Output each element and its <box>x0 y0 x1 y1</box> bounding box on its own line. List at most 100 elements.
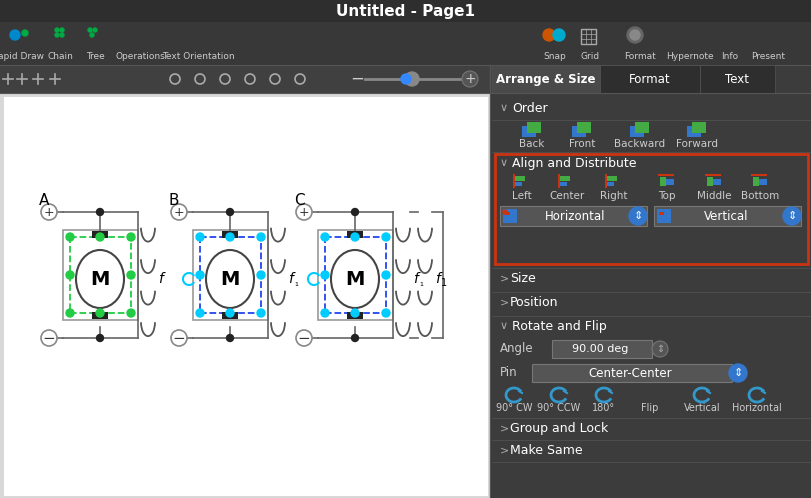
Text: M: M <box>221 269 240 288</box>
Circle shape <box>97 335 104 342</box>
Circle shape <box>382 271 390 279</box>
Text: >: > <box>500 273 509 283</box>
Text: Pin: Pin <box>500 366 517 378</box>
Bar <box>532 364 732 382</box>
Bar <box>751 174 767 176</box>
Text: ⇕: ⇕ <box>787 211 796 221</box>
Text: C: C <box>294 193 304 208</box>
Circle shape <box>55 28 59 32</box>
Bar <box>654 206 801 226</box>
Circle shape <box>96 309 104 317</box>
Circle shape <box>630 30 640 40</box>
Text: Back: Back <box>519 139 545 149</box>
Text: Chain: Chain <box>47 51 73 60</box>
Text: −: − <box>43 331 55 346</box>
Text: −: − <box>350 70 364 88</box>
Circle shape <box>196 233 204 241</box>
Bar <box>527 122 541 133</box>
Bar <box>92 312 108 319</box>
Text: f: f <box>435 272 440 286</box>
Text: Untitled - Page1: Untitled - Page1 <box>336 3 474 18</box>
Text: 90° CW: 90° CW <box>496 403 532 413</box>
Circle shape <box>171 330 187 346</box>
Text: Rotate and Flip: Rotate and Flip <box>512 320 607 333</box>
Text: B: B <box>169 193 179 208</box>
Text: ∨: ∨ <box>500 103 508 113</box>
Ellipse shape <box>331 250 379 308</box>
Text: ∨: ∨ <box>500 158 508 168</box>
Bar <box>707 177 713 186</box>
Bar <box>63 230 138 320</box>
Text: Arrange & Size: Arrange & Size <box>496 73 596 86</box>
Text: A: A <box>39 193 49 208</box>
Bar <box>0 22 811 65</box>
Text: 180°: 180° <box>593 403 616 413</box>
Circle shape <box>783 207 801 225</box>
Text: Format: Format <box>629 73 671 86</box>
Text: Forward: Forward <box>676 139 718 149</box>
Bar <box>505 212 510 215</box>
Text: ⇕: ⇕ <box>733 368 743 378</box>
Circle shape <box>296 330 312 346</box>
Text: >: > <box>500 445 509 455</box>
Circle shape <box>321 233 329 241</box>
Text: Vertical: Vertical <box>684 403 720 413</box>
Text: Bottom: Bottom <box>741 191 779 201</box>
Text: Info: Info <box>722 51 739 60</box>
Bar <box>558 174 560 188</box>
Text: Top: Top <box>659 191 676 201</box>
Bar <box>759 179 767 185</box>
Circle shape <box>66 309 74 317</box>
Bar <box>607 176 617 181</box>
Text: Center-Center: Center-Center <box>588 367 672 379</box>
Text: Group and Lock: Group and Lock <box>510 421 608 434</box>
Bar <box>630 126 644 137</box>
Bar <box>600 65 700 93</box>
Text: M: M <box>345 269 365 288</box>
Bar <box>560 182 567 186</box>
Circle shape <box>22 30 28 36</box>
Text: 1: 1 <box>441 278 447 288</box>
Circle shape <box>257 309 265 317</box>
Circle shape <box>41 204 57 220</box>
Circle shape <box>351 209 358 216</box>
Bar <box>657 209 671 223</box>
Text: ⇕: ⇕ <box>656 344 664 354</box>
Circle shape <box>60 33 64 37</box>
Circle shape <box>226 233 234 241</box>
Circle shape <box>127 233 135 241</box>
Text: Front: Front <box>569 139 595 149</box>
Circle shape <box>503 210 507 214</box>
Text: Grid: Grid <box>581 51 599 60</box>
Ellipse shape <box>206 250 254 308</box>
Bar <box>687 126 701 137</box>
Circle shape <box>96 233 104 241</box>
Circle shape <box>90 33 94 37</box>
Text: Hypernote: Hypernote <box>666 51 714 60</box>
Bar <box>347 312 363 319</box>
Text: Size: Size <box>510 271 536 284</box>
Bar <box>0 65 811 93</box>
Circle shape <box>93 28 97 32</box>
Bar <box>560 176 570 181</box>
Bar <box>0 93 490 498</box>
Circle shape <box>627 27 643 43</box>
Circle shape <box>60 28 64 32</box>
Bar <box>581 29 596 44</box>
Bar <box>700 65 775 93</box>
Circle shape <box>10 30 20 40</box>
Bar <box>4 97 488 496</box>
Circle shape <box>382 309 390 317</box>
Bar <box>577 122 591 133</box>
Text: Tree: Tree <box>86 51 105 60</box>
Text: Format: Format <box>624 51 656 60</box>
Text: Rapid Draw: Rapid Draw <box>0 51 44 60</box>
Text: +: + <box>174 206 184 219</box>
Text: Right: Right <box>600 191 628 201</box>
Text: M: M <box>90 269 109 288</box>
Bar <box>713 179 721 185</box>
Circle shape <box>296 204 312 220</box>
Bar <box>515 182 522 186</box>
Text: ∨: ∨ <box>500 321 508 331</box>
Bar <box>658 174 674 176</box>
